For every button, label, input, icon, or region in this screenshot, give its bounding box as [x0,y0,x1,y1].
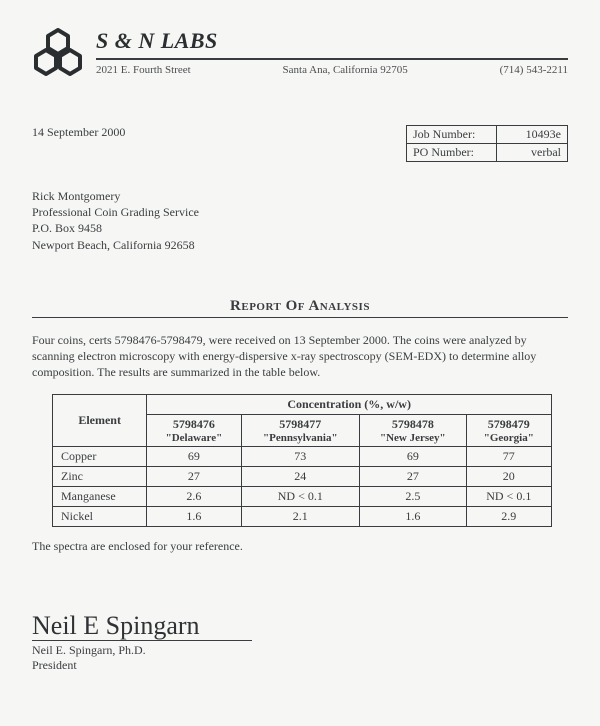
recipient-line: P.O. Box 9458 [32,220,568,236]
signatory-name: Neil E. Spingarn, Ph.D. [32,643,568,658]
title-rule [32,317,568,318]
po-number-value: verbal [497,144,567,161]
value-cell: 77 [466,447,551,467]
signature-script: Neil E Spingarn [32,614,568,637]
col-name: "Delaware" [153,432,234,444]
value-cell: 1.6 [360,507,467,527]
value-cell: 20 [466,467,551,487]
table-row: Manganese 2.6 ND < 0.1 2.5 ND < 0.1 [53,487,552,507]
address-city: Santa Ana, California 92705 [283,64,408,76]
concentration-header: Concentration (%, w/w) [147,395,552,415]
phone: (714) 543-2211 [500,64,568,76]
element-cell: Nickel [53,507,147,527]
analysis-table: Element Concentration (%, w/w) 5798476 "… [52,394,552,527]
col-cert: 5798476 [173,417,215,431]
value-cell: 2.6 [147,487,241,507]
col-name: "Georgia" [473,432,545,444]
value-cell: 2.5 [360,487,467,507]
col-cert: 5798478 [392,417,434,431]
job-number-label: Job Number: [407,126,497,143]
job-number-value: 10493e [497,126,567,143]
value-cell: 73 [241,447,360,467]
letterhead: S & N LABS 2021 E. Fourth Street Santa A… [32,28,568,81]
address-street: 2021 E. Fourth Street [96,64,191,76]
value-cell: ND < 0.1 [241,487,360,507]
value-cell: 69 [360,447,467,467]
element-cell: Zinc [53,467,147,487]
logo-icon [32,28,84,81]
signature-block: Neil E Spingarn Neil E. Spingarn, Ph.D. … [32,614,568,672]
table-row: Nickel 1.6 2.1 1.6 2.9 [53,507,552,527]
value-cell: 24 [241,467,360,487]
letterhead-rule [96,58,568,60]
po-number-label: PO Number: [407,144,497,161]
value-cell: 2.9 [466,507,551,527]
recipient-line: Newport Beach, California 92658 [32,237,568,253]
element-cell: Manganese [53,487,147,507]
report-title: Report Of Analysis [230,298,370,315]
recipient-line: Rick Montgomery [32,188,568,204]
value-cell: 1.6 [147,507,241,527]
col-cert: 5798477 [279,417,321,431]
col-name: "New Jersey" [366,432,460,444]
col-header: 5798477 "Pennsylvania" [241,415,360,447]
col-header: 5798478 "New Jersey" [360,415,467,447]
value-cell: 69 [147,447,241,467]
element-header: Element [53,395,147,447]
value-cell: 27 [147,467,241,487]
company-name: S & N LABS [96,28,568,54]
value-cell: 2.1 [241,507,360,527]
table-row: Zinc 27 24 27 20 [53,467,552,487]
job-info-box: Job Number: 10493e PO Number: verbal [406,125,568,162]
document-date: 14 September 2000 [32,125,125,140]
value-cell: ND < 0.1 [466,487,551,507]
table-row: Copper 69 73 69 77 [53,447,552,467]
signatory-title: President [32,658,568,673]
value-cell: 27 [360,467,467,487]
col-header: 5798476 "Delaware" [147,415,241,447]
footnote: The spectra are enclosed for your refere… [32,539,568,554]
recipient-line: Professional Coin Grading Service [32,204,568,220]
recipient-block: Rick Montgomery Professional Coin Gradin… [32,188,568,253]
element-cell: Copper [53,447,147,467]
col-name: "Pennsylvania" [248,432,354,444]
col-cert: 5798479 [488,417,530,431]
col-header: 5798479 "Georgia" [466,415,551,447]
summary-paragraph: Four coins, certs 5798476-5798479, were … [32,332,568,381]
